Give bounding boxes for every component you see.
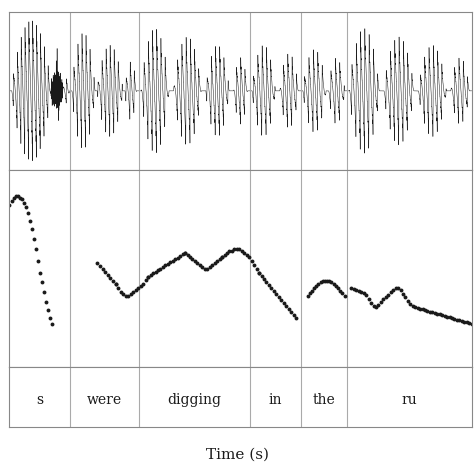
Text: digging: digging (167, 393, 221, 407)
Text: in: in (268, 393, 282, 407)
Text: ru: ru (401, 393, 417, 407)
Text: the: the (312, 393, 335, 407)
Text: Time (s): Time (s) (206, 448, 268, 462)
Text: s: s (36, 393, 43, 407)
Text: were: were (87, 393, 122, 407)
